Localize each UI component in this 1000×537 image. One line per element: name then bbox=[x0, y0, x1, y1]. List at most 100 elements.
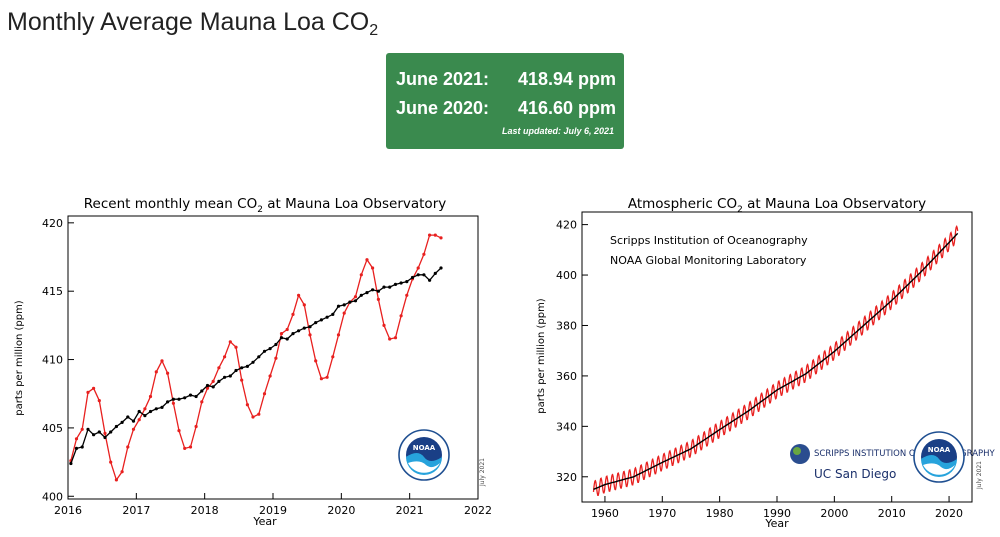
seasonal-corrected-point bbox=[348, 300, 352, 304]
x-tick-label: 1980 bbox=[706, 507, 734, 520]
seasonal-corrected-point bbox=[371, 288, 375, 292]
monthly-mean-point bbox=[331, 355, 335, 359]
previous-year-label: June 2020: bbox=[396, 98, 490, 118]
monthly-mean-point bbox=[325, 375, 329, 379]
seasonal-corrected-point bbox=[154, 407, 158, 411]
previous-year-value: 416.60 ppm bbox=[517, 98, 616, 118]
monthly-mean-point bbox=[194, 424, 198, 429]
monthly-mean-point bbox=[86, 390, 90, 394]
seasonal-corrected-point bbox=[399, 281, 403, 285]
seasonal-corrected-point bbox=[291, 332, 295, 336]
noaa-logo: NOAA bbox=[913, 431, 965, 483]
seasonal-corrected-point bbox=[439, 266, 443, 270]
seasonal-corrected-point bbox=[166, 400, 170, 404]
seasonal-corrected-point bbox=[274, 342, 278, 347]
y-tick-label: 320 bbox=[556, 471, 577, 484]
seasonal-corrected-point bbox=[308, 325, 312, 329]
monthly-mean-point bbox=[177, 429, 181, 433]
seasonal-corrected-point bbox=[376, 289, 380, 293]
seasonal-corrected-point bbox=[137, 409, 141, 414]
monthly-mean-point bbox=[245, 403, 249, 407]
seasonal-corrected-point bbox=[382, 285, 386, 289]
monthly-mean-point bbox=[428, 233, 432, 237]
seasonal-corrected-point bbox=[217, 379, 221, 383]
seasonal-corrected-point bbox=[388, 285, 392, 289]
seasonal-corrected-point bbox=[171, 397, 175, 401]
monthly-mean-point bbox=[416, 266, 420, 270]
seasonal-corrected-point bbox=[97, 430, 101, 434]
y-axis-label: parts per million (ppm) bbox=[536, 298, 547, 414]
seasonal-corrected-point bbox=[393, 282, 398, 286]
seasonal-corrected-point bbox=[183, 396, 187, 400]
seasonal-corrected-point bbox=[126, 415, 130, 419]
x-tick-label: 2020 bbox=[327, 504, 355, 517]
ucsd-logo-text: UC San Diego bbox=[814, 467, 896, 481]
x-axis-label: Year bbox=[764, 517, 789, 530]
monthly-mean-point bbox=[183, 446, 187, 450]
monthly-mean-point bbox=[319, 377, 323, 381]
monthly-mean-point bbox=[388, 337, 392, 341]
y-tick-label: 405 bbox=[42, 422, 63, 435]
monthly-mean-point bbox=[439, 236, 443, 240]
x-tick-label: 2022 bbox=[464, 504, 492, 517]
monthly-mean-point bbox=[131, 427, 136, 431]
monthly-mean-point bbox=[262, 392, 267, 396]
monthly-mean-point bbox=[342, 311, 346, 315]
chart-title: Atmospheric CO2 at Mauna Loa Observatory bbox=[628, 196, 926, 215]
seasonal-corrected-point bbox=[223, 375, 227, 379]
monthly-mean-point bbox=[205, 386, 210, 390]
x-tick-label: 2017 bbox=[122, 504, 150, 517]
seasonal-corrected-point bbox=[319, 318, 323, 322]
scripps-logo: SCRIPPS INSTITUTION OF OCEANOGRAPHY UC S… bbox=[790, 444, 996, 481]
monthly-mean-point bbox=[120, 470, 124, 474]
monthly-mean-point bbox=[171, 401, 175, 405]
seasonal-corrected-point bbox=[285, 337, 289, 341]
seasonal-corrected-point bbox=[92, 433, 96, 437]
monthly-mean-point bbox=[336, 333, 341, 337]
x-tick-label: 2018 bbox=[191, 504, 219, 517]
annual-trend-line bbox=[593, 232, 959, 491]
credit-date: July 2021 bbox=[976, 461, 983, 490]
monthly-mean-point bbox=[422, 252, 426, 256]
seasonal-corrected-point bbox=[262, 349, 267, 353]
recent-co2-chart: Recent monthly mean CO2 at Mauna Loa Obs… bbox=[14, 196, 492, 528]
x-tick-label: 2000 bbox=[820, 507, 848, 520]
noaa-logo: NOAA bbox=[398, 429, 450, 481]
scripps-annotation: Scripps Institution of Oceanography bbox=[610, 234, 808, 247]
seasonal-corrected-point bbox=[234, 368, 238, 373]
y-tick-label: 420 bbox=[556, 219, 577, 232]
y-axis-label: parts per million (ppm) bbox=[14, 300, 25, 416]
seasonal-corrected-point bbox=[80, 445, 84, 449]
monthly-mean-point bbox=[109, 460, 113, 464]
seasonal-corrected-point bbox=[240, 366, 244, 370]
seasonal-corrected-point bbox=[69, 461, 73, 466]
monthly-mean-point bbox=[234, 345, 238, 349]
monthly-mean-point bbox=[399, 314, 403, 318]
seasonal-corrected-point bbox=[228, 374, 232, 378]
seasonal-corrected-point bbox=[109, 430, 113, 434]
monthly-mean-point bbox=[188, 445, 193, 449]
monthly-mean-point bbox=[143, 407, 147, 411]
seasonal-corrected-point bbox=[331, 312, 335, 316]
x-tick-label: 2020 bbox=[935, 507, 963, 520]
current-month-label: June 2021: bbox=[396, 69, 490, 89]
monthly-mean-point bbox=[376, 297, 380, 301]
seasonal-corrected-point bbox=[410, 275, 415, 280]
seasonal-corrected-point bbox=[257, 355, 261, 359]
seasonal-corrected-point bbox=[422, 273, 426, 277]
credit-date: July 2021 bbox=[479, 458, 486, 487]
y-tick-label: 380 bbox=[556, 319, 577, 332]
x-tick-label: 1960 bbox=[591, 507, 619, 520]
seasonal-corrected-point bbox=[177, 397, 181, 401]
monthly-mean-point bbox=[405, 293, 409, 297]
seasonal-corrected-point bbox=[205, 383, 210, 388]
monthly-mean-line bbox=[70, 234, 442, 482]
monthly-mean-point bbox=[308, 333, 312, 337]
monthly-mean-point bbox=[200, 400, 204, 404]
y-tick-label: 400 bbox=[42, 490, 63, 503]
y-tick-label: 360 bbox=[556, 370, 577, 383]
x-tick-label: 2019 bbox=[259, 504, 287, 517]
seasonal-corrected-point bbox=[143, 414, 147, 418]
seasonal-corrected-point bbox=[405, 280, 409, 284]
monthly-mean-point bbox=[365, 258, 369, 262]
